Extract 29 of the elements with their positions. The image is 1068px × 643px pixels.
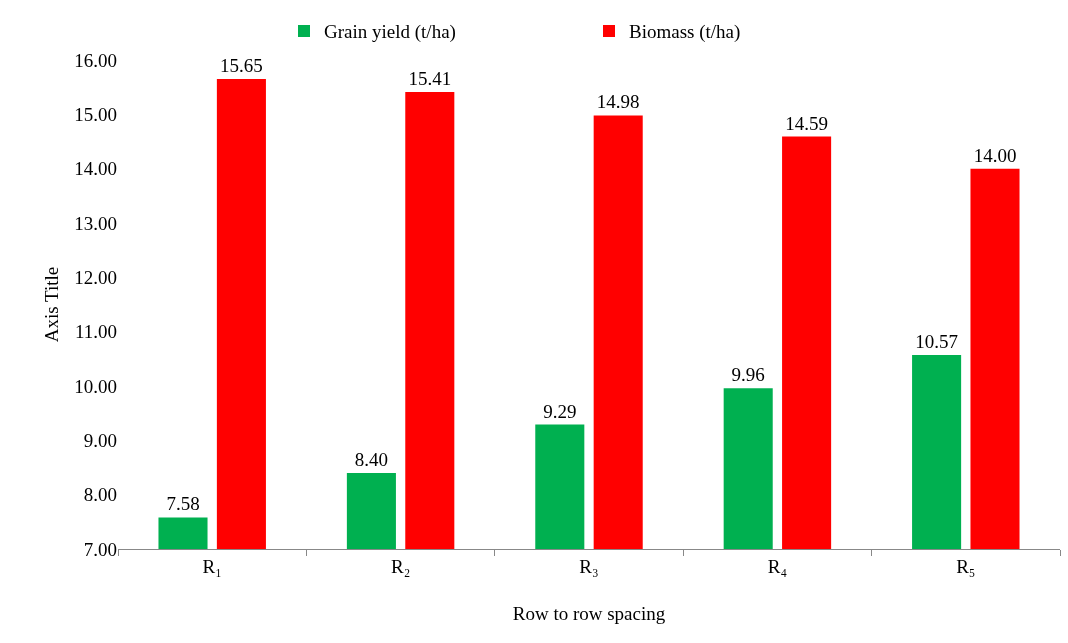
data-label: 9.96 bbox=[731, 364, 765, 386]
data-label: 15.41 bbox=[408, 68, 452, 90]
x-tick-label: R₅ bbox=[956, 555, 976, 577]
data-label: 10.57 bbox=[915, 331, 958, 353]
data-label: 15.65 bbox=[220, 55, 263, 77]
data-label: 8.40 bbox=[354, 448, 389, 470]
y-tick-label: 10.00 bbox=[74, 375, 117, 397]
y-tick-label: 8.00 bbox=[83, 484, 117, 506]
data-label: 14.00 bbox=[973, 144, 1017, 166]
y-tick-label: 11.00 bbox=[74, 321, 117, 343]
data-label: 14.98 bbox=[596, 91, 640, 113]
y-tick-label: 13.00 bbox=[74, 212, 117, 234]
y-tick-label: 16.00 bbox=[74, 49, 117, 71]
data-label: 9.29 bbox=[543, 400, 577, 422]
x-tick-label: R₄ bbox=[767, 555, 788, 577]
y-axis-title: Axis Title bbox=[41, 266, 63, 343]
legend-label: Biomass (t/ha) bbox=[629, 21, 741, 44]
x-tick-label: R₁ bbox=[202, 555, 222, 577]
y-tick-label: 9.00 bbox=[83, 429, 117, 451]
x-tick-label: R₂ bbox=[390, 555, 411, 577]
y-tick-label: 12.00 bbox=[74, 266, 117, 288]
x-tick-label: R₃ bbox=[579, 555, 599, 577]
data-label: 7.58 bbox=[166, 493, 200, 515]
legend-label: Grain yield (t/ha) bbox=[324, 21, 456, 44]
data-label: 14.59 bbox=[785, 112, 828, 134]
x-axis-title: Row to row spacing bbox=[512, 602, 666, 624]
y-tick-label: 15.00 bbox=[74, 103, 117, 125]
y-tick-label: 7.00 bbox=[83, 538, 117, 560]
y-tick-label: 14.00 bbox=[74, 158, 117, 180]
